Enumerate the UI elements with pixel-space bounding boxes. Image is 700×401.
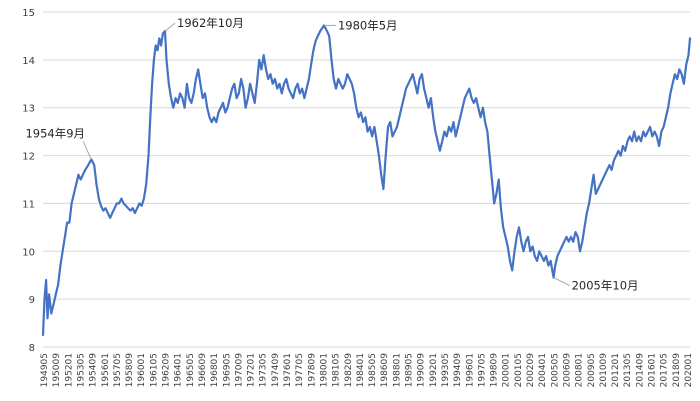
annotation-leader [164, 22, 176, 32]
x-tick-label: 195201 [64, 353, 74, 387]
x-tick-label: 197201 [247, 353, 257, 387]
x-tick-label: 198905 [405, 353, 415, 387]
series-line-series1 [41, 24, 692, 337]
y-axis: 8 9 10 11 12 13 14 15 [22, 8, 35, 354]
y-tick-label: 12 [22, 152, 35, 163]
y-tick-label: 13 [22, 104, 35, 115]
x-tick-label: 200801 [575, 353, 585, 387]
x-tick-label: 196209 [162, 353, 172, 388]
x-tick-label: 197409 [271, 353, 281, 388]
x-tick-label: 200401 [538, 353, 548, 387]
x-tick-label: 197809 [307, 353, 317, 388]
x-tick-label: 195409 [89, 353, 99, 388]
x-tick-label: 196801 [210, 353, 220, 387]
x-tick-label: 199809 [490, 353, 500, 388]
x-tick-label: 195601 [101, 353, 111, 387]
x-tick-label: 196609 [198, 353, 208, 388]
y-tick-label: 15 [22, 8, 35, 19]
x-tick-label: 201305 [623, 353, 633, 387]
annotation-label: 1962年10月 [177, 16, 244, 30]
x-tick-label: 202001 [684, 353, 694, 387]
x-tick-label: 197705 [295, 353, 305, 387]
x-tick-label: 199201 [429, 353, 439, 387]
annotation-leader [82, 141, 92, 160]
x-tick-label: 195305 [76, 353, 86, 387]
y-tick-label: 8 [29, 343, 35, 354]
x-tick-label: 201705 [660, 353, 670, 387]
x-tick-label: 200609 [562, 353, 572, 388]
x-tick-label: 198401 [356, 353, 366, 387]
x-tick-label: 200505 [550, 353, 560, 387]
annotation-label: 1980年5月 [338, 18, 398, 32]
x-tick-label: 195809 [125, 353, 135, 388]
x-tick-label: 196505 [186, 353, 196, 387]
x-tick-label: 201809 [672, 353, 682, 388]
x-tick-label: 200209 [526, 353, 536, 388]
y-tick-label: 14 [22, 56, 35, 67]
x-tick-label: 197601 [283, 353, 293, 387]
x-tick-label: 194905 [40, 353, 50, 387]
x-tick-label: 196001 [137, 353, 147, 387]
x-tick-label: 199009 [417, 353, 427, 388]
x-axis: 194905 195009 195201 195305 195409 195601 1957… [40, 353, 694, 388]
x-tick-label: 195705 [113, 353, 123, 387]
x-tick-label: 196905 [222, 353, 232, 387]
x-tick-label: 199601 [465, 353, 475, 387]
x-tick-label: 198801 [392, 353, 402, 387]
x-tick-label: 195009 [52, 353, 62, 388]
annotation-leader [553, 277, 570, 287]
x-tick-label: 196105 [149, 353, 159, 387]
y-tick-label: 11 [22, 199, 35, 210]
annotations-layer: 1954年9月 1962年10月 1980年5月 2005年10月 [25, 16, 638, 292]
x-tick-label: 201601 [648, 353, 658, 387]
series-layer [41, 24, 692, 337]
x-tick-label: 198209 [344, 353, 354, 388]
x-tick-label: 196401 [174, 353, 184, 387]
x-tick-label: 199409 [453, 353, 463, 388]
x-tick-label: 198105 [332, 353, 342, 387]
x-tick-label: 200105 [514, 353, 524, 387]
annotation-label: 2005年10月 [572, 279, 639, 293]
y-tick-label: 9 [29, 295, 35, 306]
x-tick-label: 201201 [611, 353, 621, 387]
x-tick-label: 199305 [441, 353, 451, 387]
x-tick-label: 197305 [259, 353, 269, 387]
x-tick-label: 197009 [234, 353, 244, 388]
x-tick-label: 198001 [319, 353, 329, 387]
y-tick-label: 10 [22, 247, 35, 258]
x-tick-label: 200001 [502, 353, 512, 387]
x-tick-label: 198609 [380, 353, 390, 388]
x-tick-label: 198505 [368, 353, 378, 387]
x-tick-label: 201009 [599, 353, 609, 388]
annotation-label: 1954年9月 [25, 126, 85, 140]
x-tick-label: 200905 [587, 353, 597, 387]
x-tick-label: 199705 [477, 353, 487, 387]
x-tick-label: 201409 [635, 353, 645, 388]
